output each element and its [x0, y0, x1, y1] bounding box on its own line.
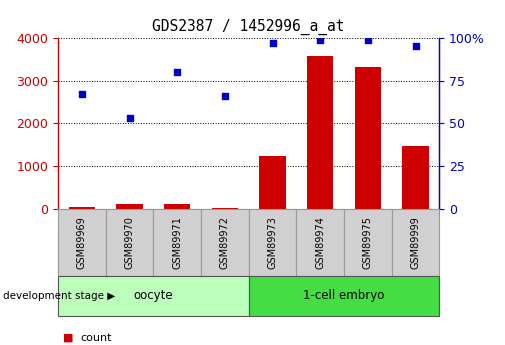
Bar	[402, 146, 429, 209]
Point	[412, 44, 420, 49]
Text: count: count	[81, 333, 112, 343]
Text: GSM89970: GSM89970	[125, 216, 134, 269]
Point	[316, 37, 324, 42]
Bar	[201, 209, 249, 276]
Point	[269, 40, 277, 46]
Text: GSM89975: GSM89975	[363, 216, 373, 269]
Point	[221, 93, 229, 99]
Bar	[260, 156, 286, 209]
Bar	[307, 56, 333, 209]
Point	[364, 37, 372, 42]
Text: GSM89969: GSM89969	[77, 216, 87, 269]
Text: GSM89999: GSM89999	[411, 216, 421, 269]
Title: GDS2387 / 1452996_a_at: GDS2387 / 1452996_a_at	[153, 19, 345, 35]
Bar	[344, 209, 392, 276]
Text: development stage ▶: development stage ▶	[3, 291, 115, 301]
Text: oocyte: oocyte	[134, 289, 173, 302]
Text: GSM89973: GSM89973	[268, 216, 278, 269]
Text: GSM89971: GSM89971	[172, 216, 182, 269]
Point	[126, 116, 134, 121]
Bar	[249, 276, 439, 316]
Bar	[212, 208, 238, 209]
Bar	[106, 209, 154, 276]
Bar	[117, 205, 143, 209]
Text: ■: ■	[63, 333, 74, 343]
Bar	[154, 209, 201, 276]
Text: GSM89972: GSM89972	[220, 216, 230, 269]
Point	[78, 91, 86, 97]
Point	[173, 69, 181, 75]
Bar	[249, 209, 296, 276]
Bar	[355, 67, 381, 209]
Text: GSM89974: GSM89974	[315, 216, 325, 269]
Bar	[69, 207, 95, 209]
Bar	[58, 209, 106, 276]
Bar	[58, 276, 249, 316]
Bar	[392, 209, 439, 276]
Text: 1-cell embryo: 1-cell embryo	[304, 289, 385, 302]
Bar	[296, 209, 344, 276]
Bar	[164, 204, 190, 209]
